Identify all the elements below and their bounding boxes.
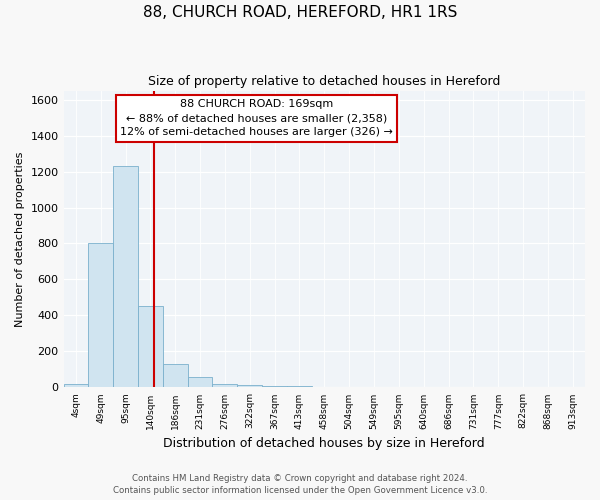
Bar — [188, 376, 212, 388]
Bar — [262, 386, 287, 388]
Title: Size of property relative to detached houses in Hereford: Size of property relative to detached ho… — [148, 75, 500, 88]
Bar — [163, 364, 188, 388]
Bar — [88, 244, 113, 388]
Text: Contains HM Land Registry data © Crown copyright and database right 2024.
Contai: Contains HM Land Registry data © Crown c… — [113, 474, 487, 495]
Bar — [287, 386, 311, 388]
Bar — [238, 384, 262, 388]
Bar — [138, 306, 163, 388]
Text: 88 CHURCH ROAD: 169sqm
← 88% of detached houses are smaller (2,358)
12% of semi-: 88 CHURCH ROAD: 169sqm ← 88% of detached… — [120, 100, 393, 138]
Y-axis label: Number of detached properties: Number of detached properties — [15, 152, 25, 326]
X-axis label: Distribution of detached houses by size in Hereford: Distribution of detached houses by size … — [163, 437, 485, 450]
Bar — [113, 166, 138, 388]
Bar — [212, 384, 238, 388]
Bar — [64, 384, 88, 388]
Text: 88, CHURCH ROAD, HEREFORD, HR1 1RS: 88, CHURCH ROAD, HEREFORD, HR1 1RS — [143, 5, 457, 20]
Bar — [311, 386, 337, 388]
